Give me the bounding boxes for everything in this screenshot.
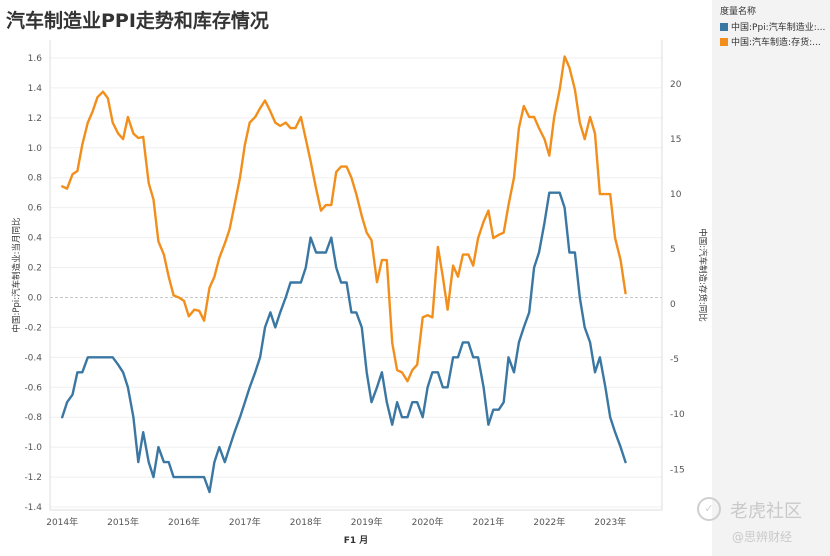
y-right-axis-label: 中国:汽车制造:存货:同比 — [697, 228, 708, 322]
legend-swatch-ppi — [720, 23, 728, 31]
x-axis-label: F1 月 — [344, 535, 369, 546]
y-left-tick-label: 0.4 — [28, 234, 43, 244]
y-left-tick-label: 1.2 — [28, 114, 42, 124]
y-right-tick-label: 0 — [670, 300, 676, 310]
x-tick-label: 2016年 — [168, 516, 200, 528]
legend-swatch-inventory — [720, 38, 728, 46]
y-right-tick-label: 20 — [670, 80, 682, 90]
x-tick-label: 2020年 — [412, 516, 444, 528]
y-right-tick-label: -5 — [670, 355, 679, 365]
series-line-ppi — [61, 191, 627, 494]
dual-axis-line-chart: 1.6 1.4 1.2 1.0 0.8 0.6 0.4 0.2 0.0 -0.2 -0.4 -0.6 -… — [11, 40, 708, 546]
y-right-tick-label: 5 — [670, 245, 676, 255]
series-line-inventory — [61, 55, 627, 383]
legend-label-inventory: 中国:汽车制造:存货:... — [731, 38, 821, 48]
legend-item-ppi[interactable]: 中国:Ppi:汽车制造业:... — [720, 20, 825, 33]
y-left-tick-label: -1.4 — [24, 503, 42, 513]
x-tick-label: 2019年 — [351, 516, 383, 528]
watermark-brand: 老虎社区 — [730, 501, 802, 522]
y-left-tick-label: 0.8 — [28, 174, 43, 184]
y-right-tick-label: 10 — [670, 190, 682, 200]
y-left-tick-label: -0.4 — [24, 353, 42, 363]
y-left-tick-label: -0.2 — [24, 323, 42, 333]
y-left-tick-label: 0.6 — [28, 204, 43, 214]
watermark-logo-icon: ✓ — [697, 497, 721, 521]
y-left-tick-label: -0.6 — [24, 383, 42, 393]
x-tick-label: 2017年 — [229, 516, 261, 528]
x-tick-label: 2022年 — [533, 516, 565, 528]
y-left-tick-label: 1.0 — [28, 144, 43, 154]
y-right-tick-label: 15 — [670, 135, 681, 145]
x-tick-label: 2018年 — [290, 516, 322, 528]
x-tick-label: 2021年 — [472, 516, 504, 528]
y-left-tick-label: -1.0 — [24, 443, 42, 453]
x-tick-label: 2015年 — [107, 516, 139, 528]
y-right-tick-label: -15 — [670, 465, 685, 475]
x-tick-label: 2023年 — [594, 516, 626, 528]
watermark-author: @思辨财经 — [732, 530, 793, 544]
y-left-tick-label: 1.4 — [28, 84, 43, 94]
legend-title: 度量名称 — [720, 7, 757, 17]
y-left-tick-label: -0.8 — [24, 413, 42, 423]
legend-label-ppi: 中国:Ppi:汽车制造业:... — [731, 23, 826, 33]
y-right-tick-label: -10 — [670, 410, 685, 420]
legend-item-inventory[interactable]: 中国:汽车制造:存货:... — [720, 35, 821, 48]
y-left-tick-label: -1.2 — [24, 473, 42, 483]
y-left-tick-label: 1.6 — [28, 54, 43, 64]
chart-title: 汽车制造业PPI走势和库存情况 — [6, 10, 269, 32]
y-left-tick-label: 0.0 — [28, 293, 43, 303]
x-tick-label: 2014年 — [46, 516, 78, 528]
y-left-axis-label: 中国:Ppi:汽车制造业:当月同比 — [11, 218, 22, 333]
legend-panel: 度量名称 中国:Ppi:汽车制造业:... 中国:汽车制造:存货:... — [712, 0, 830, 556]
y-left-tick-label: 0.2 — [28, 264, 42, 274]
